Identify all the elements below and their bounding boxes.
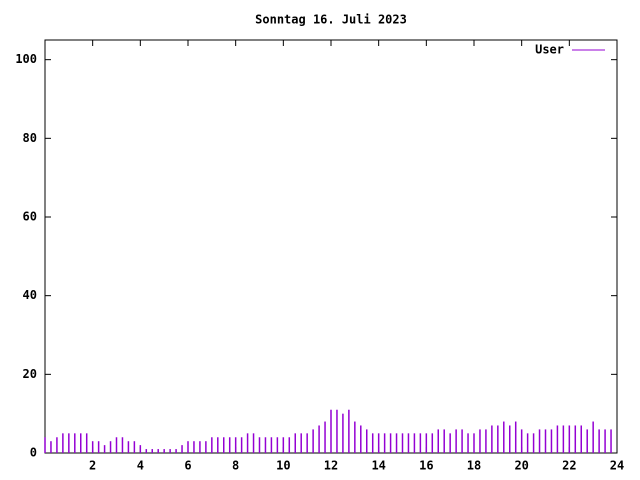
x-tick-label: 6 bbox=[184, 459, 191, 473]
y-tick-label: 20 bbox=[23, 367, 37, 381]
x-tick-label: 2 bbox=[89, 459, 96, 473]
y-tick-label: 100 bbox=[15, 52, 37, 66]
y-tick-label: 0 bbox=[30, 446, 37, 460]
legend-label: User bbox=[535, 43, 564, 57]
y-tick-label: 60 bbox=[23, 210, 37, 224]
x-tick-label: 4 bbox=[137, 459, 144, 473]
x-tick-label: 20 bbox=[514, 459, 528, 473]
x-tick-label: 10 bbox=[276, 459, 290, 473]
chart-title: Sonntag 16. Juli 2023 bbox=[255, 13, 407, 27]
y-tick-label: 40 bbox=[23, 288, 37, 302]
x-tick-label: 24 bbox=[610, 459, 624, 473]
x-tick-label: 18 bbox=[467, 459, 481, 473]
x-tick-label: 22 bbox=[562, 459, 576, 473]
x-tick-label: 12 bbox=[324, 459, 338, 473]
x-tick-label: 14 bbox=[371, 459, 385, 473]
x-tick-label: 16 bbox=[419, 459, 433, 473]
y-tick-label: 80 bbox=[23, 131, 37, 145]
x-tick-label: 8 bbox=[232, 459, 239, 473]
